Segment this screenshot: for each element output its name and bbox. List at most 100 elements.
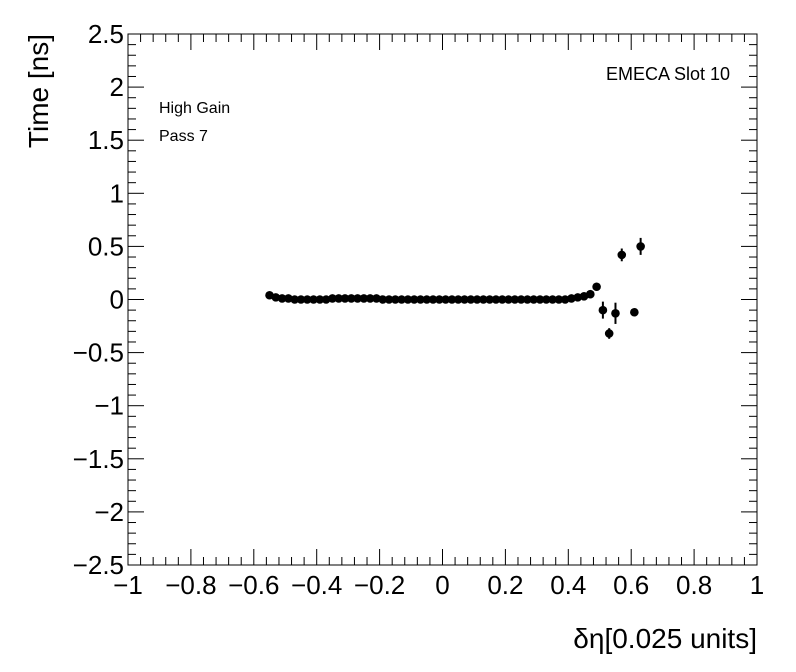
- point-marker: [441, 295, 450, 304]
- point-marker: [523, 295, 532, 304]
- point-marker: [460, 295, 469, 304]
- data-point: [479, 295, 488, 304]
- data-point: [472, 295, 482, 304]
- data-point: [604, 328, 614, 339]
- x-tick-label: −0.6: [228, 570, 279, 600]
- y-tick-label: 2: [110, 72, 124, 102]
- data-point: [409, 295, 419, 304]
- y-tick-label: 0: [110, 285, 124, 315]
- data-point: [529, 295, 539, 304]
- point-marker: [485, 295, 494, 304]
- point-marker: [397, 295, 406, 304]
- point-marker: [296, 295, 306, 304]
- data-point: [328, 294, 337, 303]
- point-marker: [428, 295, 438, 304]
- data-point: [334, 294, 344, 303]
- x-tick-label: 1: [750, 570, 764, 600]
- data-point: [504, 295, 513, 304]
- data-point: [422, 295, 432, 304]
- data-point: [554, 295, 564, 304]
- point-marker: [409, 295, 419, 304]
- point-marker: [516, 295, 526, 304]
- data-point: [586, 289, 595, 299]
- data-point: [485, 295, 494, 304]
- data-point: [523, 295, 532, 304]
- data-point: [491, 295, 501, 304]
- x-tick-label: 0: [435, 570, 449, 600]
- data-point: [416, 295, 425, 304]
- point-marker: [548, 295, 557, 304]
- point-marker: [353, 294, 362, 303]
- point-marker: [617, 250, 627, 260]
- data-points: [265, 237, 645, 339]
- y-tick-label: −2: [94, 497, 124, 527]
- data-point: [453, 295, 463, 304]
- data-point: [315, 295, 325, 304]
- data-point: [497, 295, 507, 304]
- slot-annotation: EMECA Slot 10: [606, 64, 730, 84]
- x-axis-title: δη[0.025 units]: [573, 623, 757, 654]
- data-point: [397, 295, 406, 304]
- y-tick-label: −0.5: [73, 338, 124, 368]
- point-marker: [340, 294, 350, 303]
- data-point: [598, 301, 608, 319]
- y-tick-label: −1: [94, 391, 124, 421]
- data-point: [435, 295, 444, 304]
- point-marker: [554, 295, 564, 304]
- y-tick-labels: −2.5 −2 −1.5 −1 −0.5 0 0.5 1 1.5 2 2.5: [73, 19, 124, 580]
- y-tick-label: −2.5: [73, 550, 124, 580]
- point-marker: [510, 295, 520, 304]
- point-marker: [472, 295, 482, 304]
- point-marker: [636, 242, 645, 251]
- data-point: [636, 237, 645, 255]
- data-point: [277, 294, 287, 303]
- point-marker: [416, 295, 425, 304]
- point-marker: [384, 295, 394, 304]
- data-point: [516, 295, 526, 304]
- point-marker: [504, 295, 513, 304]
- data-point: [309, 295, 318, 304]
- point-marker: [598, 305, 608, 315]
- point-marker: [447, 295, 457, 304]
- data-point: [378, 295, 388, 304]
- x-tick-label: −0.4: [291, 570, 342, 600]
- point-marker: [359, 294, 369, 303]
- point-marker: [315, 295, 325, 304]
- data-point: [592, 282, 601, 292]
- point-marker: [422, 295, 432, 304]
- point-marker: [497, 295, 507, 304]
- x-tick-label: 0.2: [487, 570, 523, 600]
- point-marker: [328, 294, 337, 303]
- x-tick-label: −0.8: [165, 570, 216, 600]
- y-axis-title: Time [ns]: [23, 34, 54, 148]
- data-point: [359, 294, 369, 303]
- point-marker: [391, 295, 400, 304]
- y-tick-label: 1: [110, 178, 124, 208]
- data-point: [296, 295, 306, 304]
- data-point: [441, 295, 450, 304]
- point-marker: [334, 294, 344, 303]
- x-tick-labels: −1 −0.8 −0.6 −0.4 −0.2 0 0.2 0.4 0.6 0.8 1: [113, 570, 764, 600]
- point-marker: [277, 294, 287, 303]
- data-point: [290, 295, 299, 304]
- data-point: [611, 302, 620, 324]
- point-marker: [435, 295, 444, 304]
- point-marker: [630, 307, 639, 317]
- point-marker: [592, 282, 601, 292]
- y-tick-label: 2.5: [88, 19, 124, 49]
- data-point: [428, 295, 438, 304]
- data-point: [340, 294, 350, 303]
- y-tick-label: 0.5: [88, 231, 124, 261]
- x-tick-label: 0.4: [550, 570, 586, 600]
- y-tick-label: −1.5: [73, 444, 124, 474]
- point-marker: [604, 329, 614, 338]
- data-point: [548, 295, 557, 304]
- point-marker: [302, 295, 312, 304]
- point-marker: [365, 294, 375, 303]
- data-point: [353, 294, 362, 303]
- point-marker: [378, 295, 388, 304]
- point-marker: [529, 295, 539, 304]
- x-tick-label: −0.2: [354, 570, 405, 600]
